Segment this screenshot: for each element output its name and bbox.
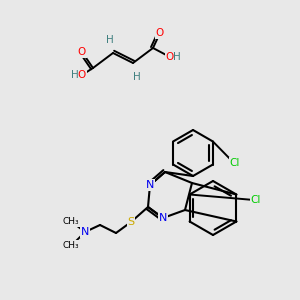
Text: O: O [78, 47, 86, 57]
Text: Cl: Cl [251, 195, 261, 205]
Text: H: H [71, 70, 79, 80]
Text: S: S [128, 217, 135, 227]
Text: O: O [166, 52, 174, 62]
Text: H: H [173, 52, 181, 62]
Text: CH₃: CH₃ [63, 218, 79, 226]
Text: O: O [156, 28, 164, 38]
Text: N: N [146, 180, 154, 190]
Text: Cl: Cl [230, 158, 240, 168]
Text: N: N [81, 227, 89, 237]
Text: H: H [106, 35, 114, 45]
Text: N: N [159, 213, 167, 223]
Text: O: O [78, 70, 86, 80]
Text: CH₃: CH₃ [63, 241, 79, 250]
Text: H: H [133, 72, 141, 82]
